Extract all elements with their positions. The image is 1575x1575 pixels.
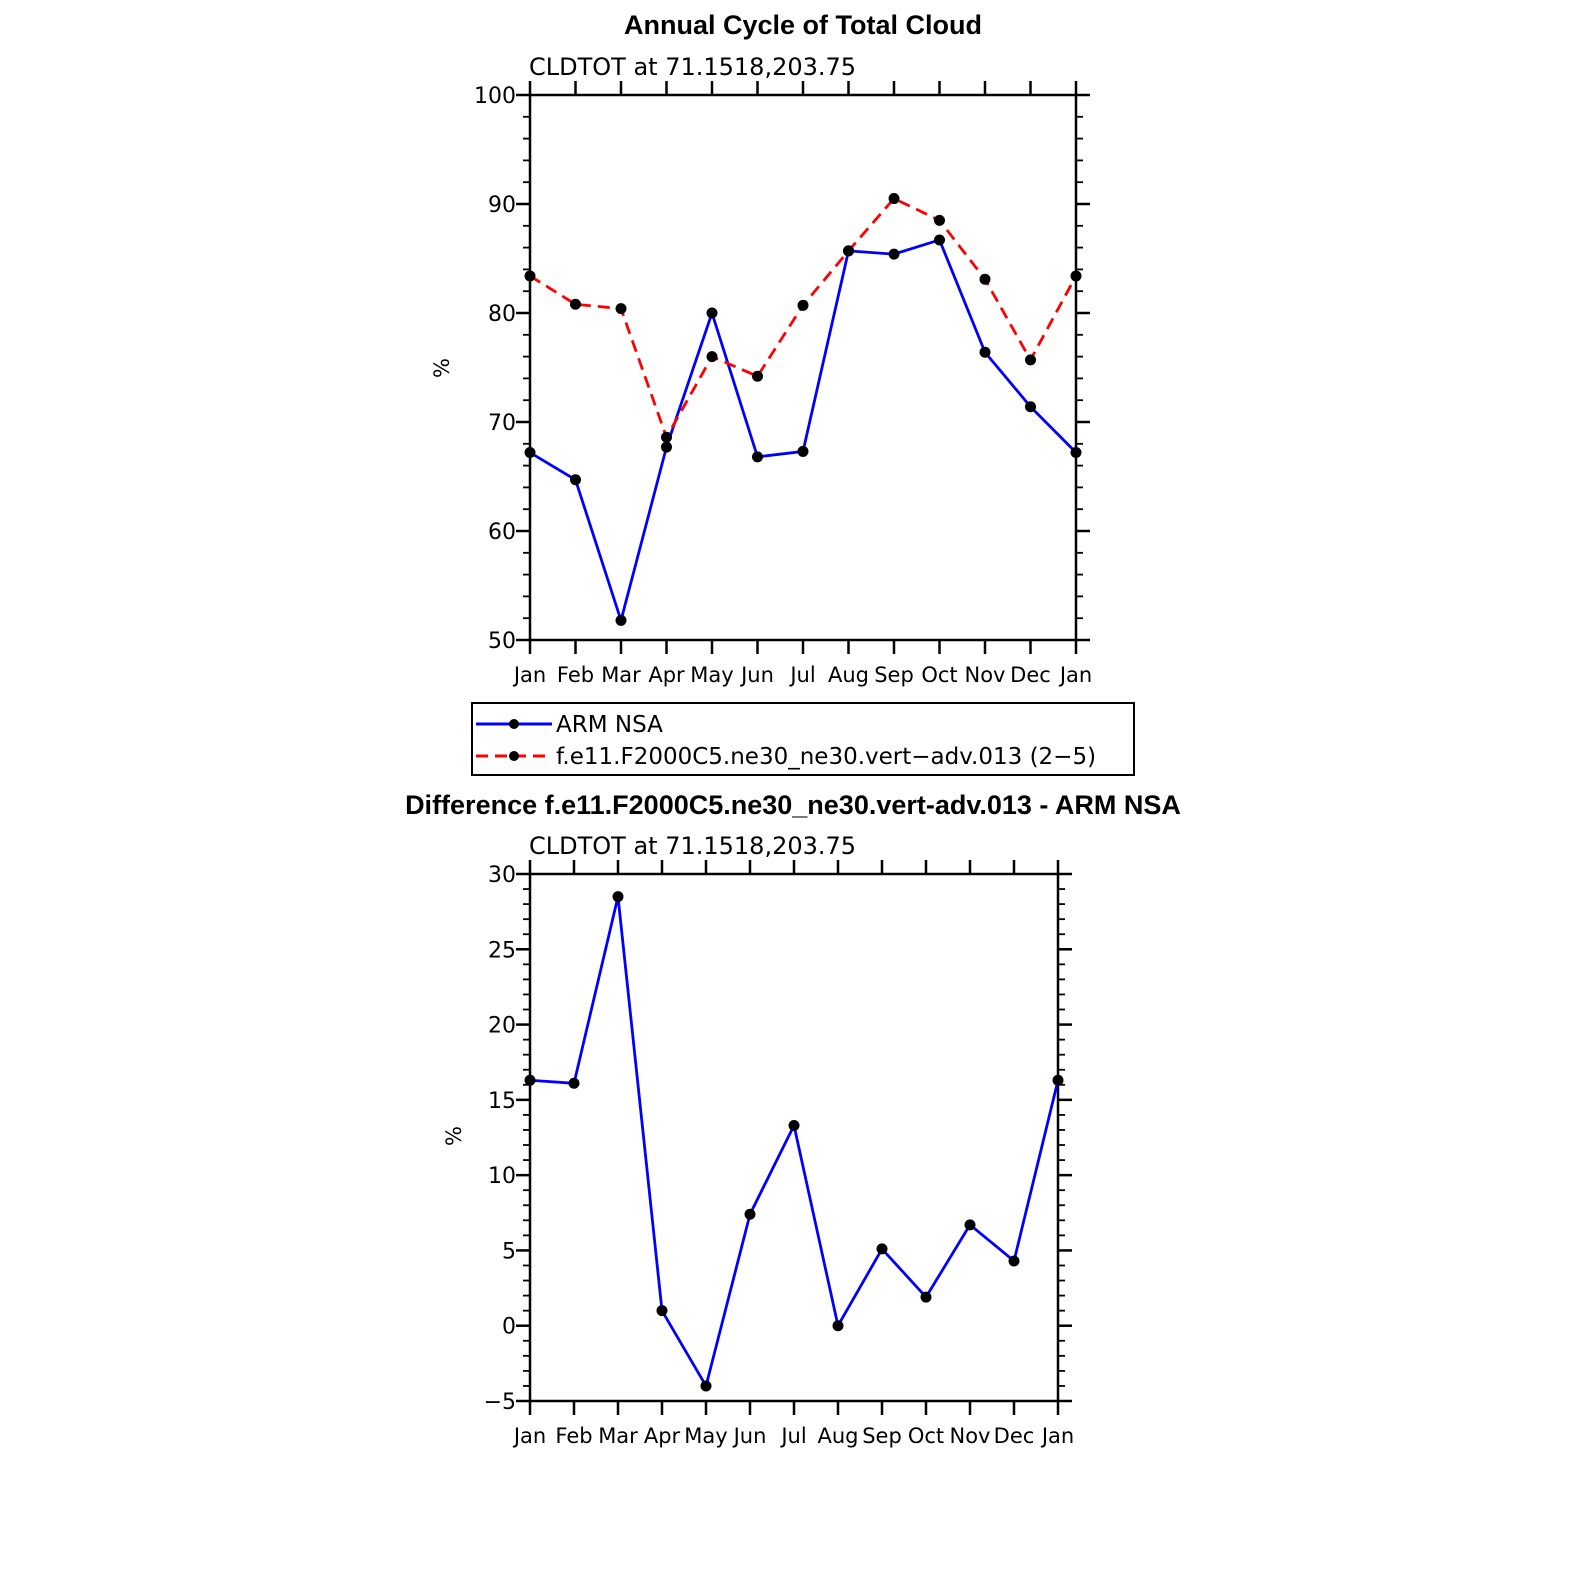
top-x-tick-label: Feb [557, 663, 594, 687]
top-data-point-1 [797, 299, 809, 311]
top-data-point-1 [752, 370, 763, 382]
top-data-point-1 [1025, 354, 1036, 366]
legend-marker-arm-nsa [509, 719, 519, 729]
legend-label-arm-nsa: ARM NSA [556, 712, 663, 738]
top-x-tick-label: Nov [965, 663, 1006, 687]
top-data-point-1 [615, 303, 627, 315]
bottom-x-tick-label: Jan [1040, 1424, 1074, 1448]
bottom-x-tick-label: Feb [555, 1424, 592, 1448]
top-data-point-0 [934, 234, 945, 246]
top-y-tick-label: 100 [474, 84, 516, 109]
bottom-x-tick-label: Sep [862, 1424, 902, 1448]
bottom-data-point-0 [920, 1291, 932, 1303]
bottom-data-point-0 [876, 1243, 888, 1255]
legend-marker-model [509, 751, 519, 761]
bottom-y-tick-label: 25 [488, 938, 516, 963]
top-data-point-1 [706, 351, 718, 363]
top-x-tick-label: Jun [739, 663, 774, 687]
top-y-axis-label: % [430, 358, 454, 378]
top-data-point-0 [1070, 447, 1082, 459]
top-x-tick-label: Dec [1010, 663, 1051, 687]
bottom-y-tick-label: 5 [502, 1239, 516, 1264]
bottom-x-tick-label: May [684, 1424, 727, 1448]
top-data-point-1 [524, 270, 536, 282]
bottom-data-point-0 [964, 1219, 976, 1231]
bottom-y-tick-label: 10 [488, 1164, 516, 1189]
top-x-tick-label: Mar [601, 663, 641, 687]
top-y-tick-label: 70 [488, 411, 516, 436]
bottom-y-tick-label: −5 [484, 1390, 516, 1415]
bottom-chart-title: Difference f.e11.F2000C5.ne30_ne30.vert-… [405, 790, 1181, 820]
bottom-chart-subtitle: CLDTOT at 71.1518,203.75 [529, 832, 856, 860]
top-data-point-0 [661, 441, 672, 453]
bottom-data-point-0 [744, 1208, 756, 1220]
bottom-data-point-0 [656, 1305, 668, 1317]
top-data-point-0 [524, 447, 536, 459]
legend: ARM NSA f.e11.F2000C5.ne30_ne30.vert−adv… [471, 702, 1135, 776]
top-data-point-0 [570, 474, 581, 486]
top-data-point-1 [888, 193, 900, 205]
top-data-point-0 [615, 614, 627, 626]
bottom-x-tick-label: Apr [644, 1424, 681, 1448]
bottom-x-tick-label: Jan [512, 1424, 546, 1448]
top-y-tick-label: 90 [488, 193, 516, 218]
top-x-tick-label: May [690, 663, 733, 687]
top-x-tick-label: Sep [874, 663, 914, 687]
top-data-point-1 [979, 273, 991, 285]
bottom-x-tick-label: Jun [732, 1424, 767, 1448]
bottom-data-point-0 [788, 1119, 800, 1131]
top-plot-frame [528, 93, 1078, 642]
bottom-data-point-0 [700, 1380, 712, 1392]
top-y-tick-label: 50 [488, 629, 516, 654]
bottom-plot-area: Jan Feb Mar Apr May Jun Jul Aug Sep Oct Nov Dec Jan−… [484, 860, 1074, 1448]
top-data-point-1 [843, 245, 854, 257]
bottom-y-tick-label: 15 [488, 1089, 516, 1114]
bottom-data-point-0 [1008, 1255, 1020, 1267]
top-x-tick-label: Jul [788, 663, 815, 687]
bottom-x-tick-label: Jul [779, 1424, 806, 1448]
bottom-x-tick-label: Aug [817, 1424, 858, 1448]
top-x-tick-label: Jan [1058, 663, 1092, 687]
top-data-point-0 [752, 451, 763, 463]
top-x-tick-label: Jan [512, 663, 546, 687]
top-data-point-1 [934, 214, 945, 226]
top-x-tick-label: Aug [828, 663, 869, 687]
bottom-x-tick-label: Dec [994, 1424, 1035, 1448]
bottom-y-tick-label: 20 [488, 1014, 516, 1039]
top-data-point-0 [1025, 401, 1036, 413]
bottom-y-tick-label: 0 [502, 1315, 516, 1340]
top-data-point-0 [888, 248, 900, 260]
bottom-x-tick-label: Mar [598, 1424, 638, 1448]
bottom-data-point-0 [832, 1320, 844, 1332]
bottom-data-point-0 [568, 1077, 580, 1089]
bottom-y-axis-label: % [442, 1126, 466, 1146]
legend-box [471, 702, 1135, 776]
top-plot-area: Jan Feb Mar Apr May Jun Jul Aug Sep Oct Nov Dec Jan 5… [474, 81, 1092, 687]
top-x-tick-label: Apr [648, 663, 685, 687]
top-data-point-0 [979, 346, 991, 358]
top-chart-title: Annual Cycle of Total Cloud [624, 10, 982, 40]
bottom-data-point-0 [524, 1074, 536, 1086]
top-y-tick-label: 60 [488, 520, 516, 545]
bottom-data-point-0 [612, 891, 624, 903]
top-y-tick-label: 80 [488, 302, 516, 327]
bottom-plot-frame [528, 872, 1060, 1403]
top-data-point-0 [797, 445, 809, 457]
legend-label-model: f.e11.F2000C5.ne30_ne30.vert−adv.013 (2−… [556, 744, 1096, 770]
bottom-x-tick-label: Oct [908, 1424, 944, 1448]
top-data-point-1 [570, 298, 581, 310]
top-chart-subtitle: CLDTOT at 71.1518,203.75 [529, 53, 856, 81]
bottom-y-tick-label: 30 [488, 863, 516, 888]
top-data-point-1 [661, 431, 672, 443]
top-series-line-1 [529, 197, 1078, 439]
top-x-tick-label: Oct [921, 663, 957, 687]
top-data-point-1 [1070, 270, 1082, 282]
top-data-point-0 [706, 307, 718, 319]
bottom-data-point-0 [1052, 1074, 1064, 1086]
bottom-series-line-0 [529, 895, 1060, 1388]
bottom-x-tick-label: Nov [950, 1424, 991, 1448]
